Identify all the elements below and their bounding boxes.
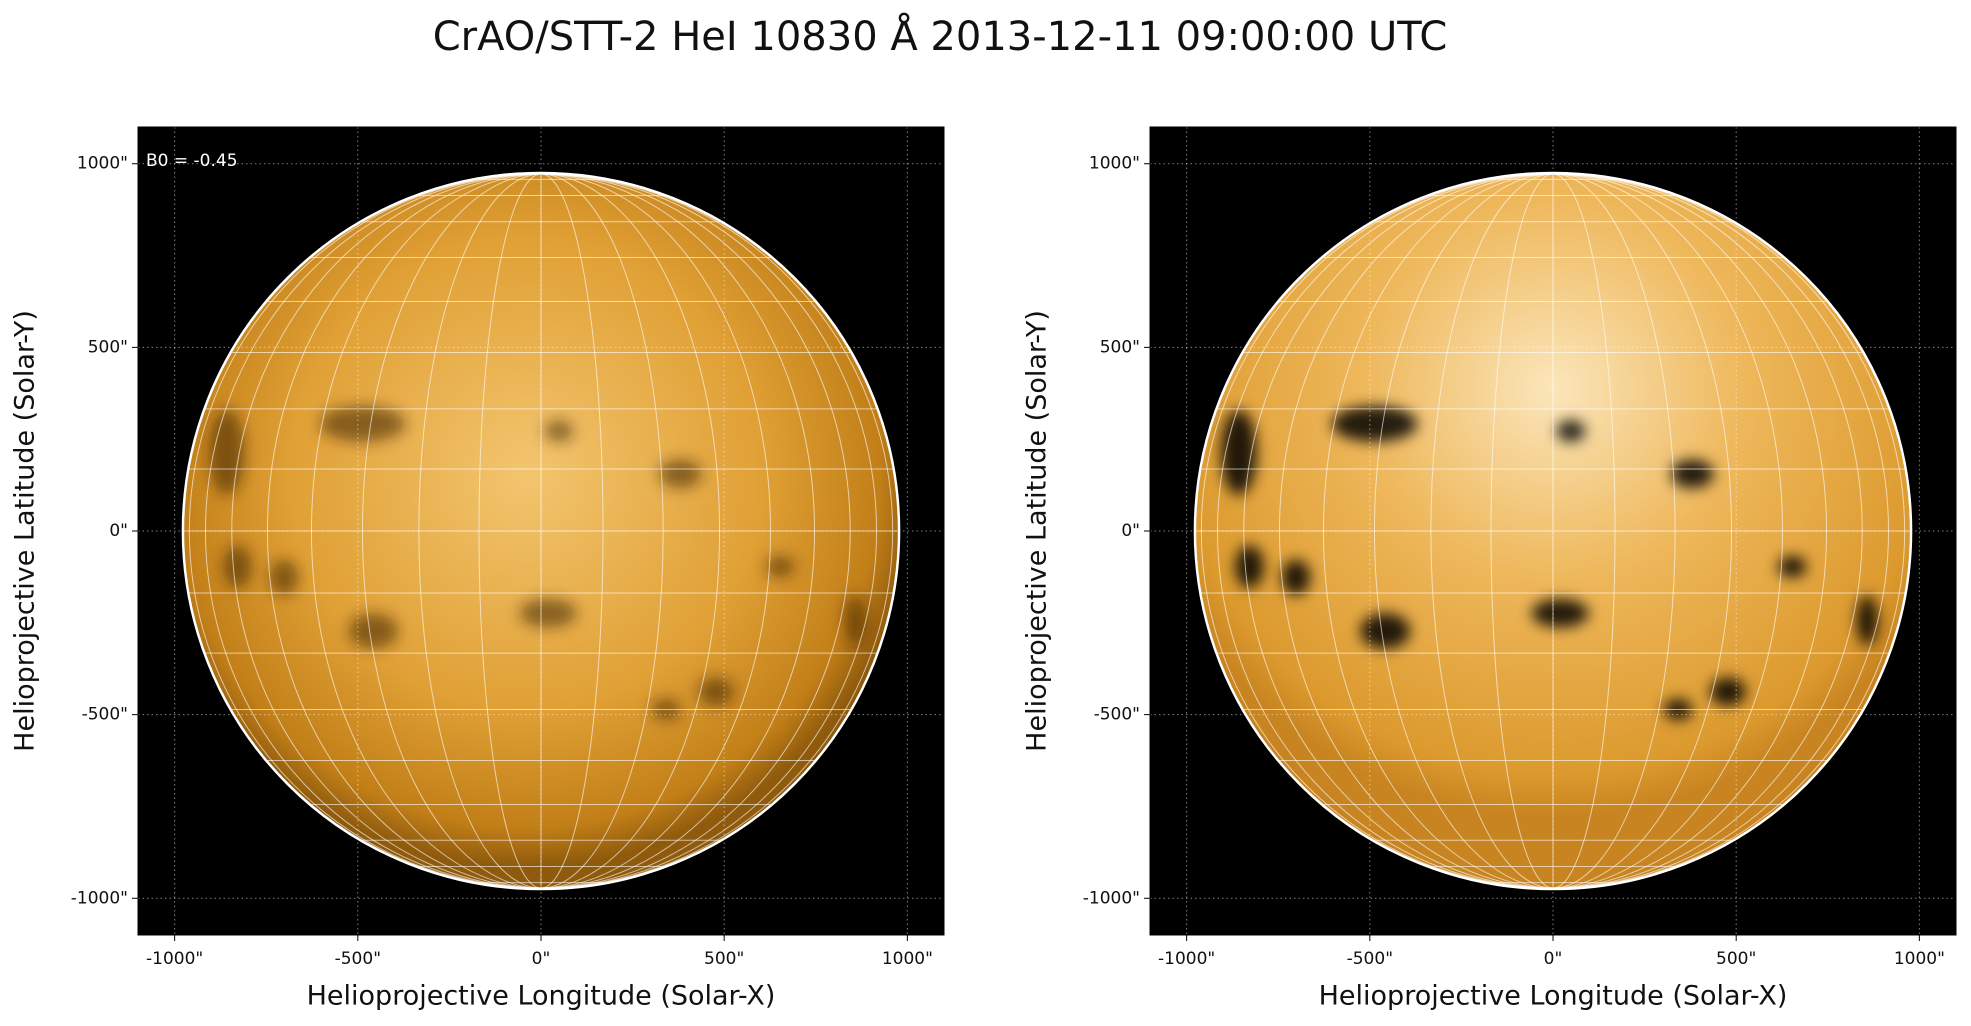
y-tick-label: 500" <box>88 337 128 357</box>
panel: -1000" -500" 0" 500" 1000" -1000" -500" 0" 500" 1… <box>1022 126 1957 1012</box>
dark-feature <box>698 677 734 706</box>
y-tick-label: 1000" <box>1089 154 1140 174</box>
x-tick-label: -1000" <box>1158 949 1215 969</box>
x-tick-label: 1000" <box>1894 949 1945 969</box>
y-axis-label: Helioprojective Latitude (Solar-Y) <box>1022 310 1053 752</box>
x-tick-label: 0" <box>532 949 551 969</box>
x-tick-label: 0" <box>1544 949 1563 969</box>
dark-feature <box>1281 559 1311 596</box>
y-tick-label: 500" <box>1100 337 1140 357</box>
dark-feature <box>1556 420 1586 442</box>
y-axis-label: Helioprojective Latitude (Solar-Y) <box>10 310 41 752</box>
y-tick-label: -1000" <box>71 888 128 908</box>
axes-frame <box>137 126 945 936</box>
heliographic-grid <box>1195 173 1911 889</box>
x-tick-label: 500" <box>704 949 744 969</box>
x-tick-label: -500" <box>335 949 381 969</box>
dark-feature <box>765 555 795 578</box>
dark-feature <box>223 545 252 589</box>
dark-feature <box>1670 459 1714 489</box>
dark-feature <box>519 598 577 628</box>
panel: -1000" -500" 0" 500" 1000" -1000" -500" 0" 500" 1… <box>10 126 945 1012</box>
y-tick-label: -500" <box>82 705 128 725</box>
y-tick-label: -500" <box>1094 705 1140 725</box>
dark-feature <box>544 420 574 442</box>
x-tick-label: -1000" <box>146 949 203 969</box>
x-tick-label: 500" <box>1716 949 1756 969</box>
dark-feature <box>269 559 299 596</box>
y-tick-label: -1000" <box>1083 888 1140 908</box>
x-tick-label: -500" <box>1347 949 1393 969</box>
dark-feature <box>319 406 406 442</box>
x-axis-label: Helioprojective Longitude (Solar-X) <box>307 981 776 1012</box>
x-axis-label: Helioprojective Longitude (Solar-X) <box>1319 981 1788 1012</box>
y-tick-label: 0" <box>1121 521 1140 541</box>
dark-features <box>208 406 866 721</box>
dark-feature <box>1360 613 1411 649</box>
dark-features <box>1220 406 1878 721</box>
x-tick-label: 1000" <box>882 949 933 969</box>
axes-frame <box>1149 126 1957 936</box>
dark-feature <box>1331 406 1418 442</box>
annotation: B0 = -0.45 <box>146 151 238 171</box>
figure-title: CrAO/STT-2 HeI 10830 Å 2013-12-11 09:00:… <box>433 12 1448 60</box>
dark-feature <box>1777 555 1807 578</box>
dark-feature <box>1710 677 1746 706</box>
y-tick-label: 0" <box>109 521 128 541</box>
dark-feature <box>1235 545 1264 589</box>
dark-feature <box>1856 595 1878 646</box>
dark-feature <box>348 613 399 649</box>
y-tick-label: 1000" <box>77 154 128 174</box>
dark-feature <box>844 595 866 646</box>
dark-feature <box>1531 598 1589 628</box>
dark-feature <box>658 459 702 489</box>
